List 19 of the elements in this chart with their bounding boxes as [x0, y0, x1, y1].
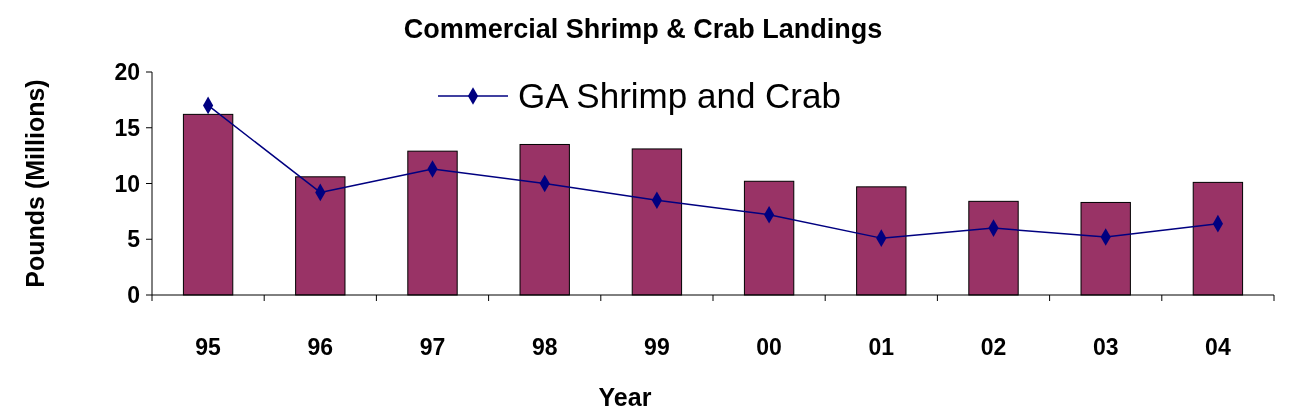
- x-tick-label: 99: [644, 334, 670, 360]
- x-tick-label: 03: [1092, 334, 1119, 360]
- y-tick-label: 5: [127, 226, 141, 253]
- x-tick-label: 95: [195, 334, 222, 360]
- x-tick-label: 04: [1205, 334, 1231, 360]
- y-tick-label: 0: [127, 282, 140, 308]
- legend-label: GA Shrimp and Crab: [518, 76, 841, 115]
- x-tick-label: 00: [756, 334, 782, 360]
- y-tick-label: 20: [114, 59, 140, 85]
- y-axis-title: Pounds (Millions): [21, 79, 49, 288]
- x-axis-title: Year: [598, 383, 652, 411]
- chart-title: Commercial Shrimp & Crab Landings: [403, 14, 883, 44]
- x-tick-label: 98: [531, 334, 558, 360]
- x-tick-label: 01: [868, 334, 895, 360]
- y-tick-label: 15: [114, 114, 141, 141]
- y-tick-label: 10: [114, 170, 140, 197]
- x-tick-label: 97: [419, 334, 446, 360]
- x-tick-label: 02: [980, 334, 1007, 360]
- x-tick-label: 96: [307, 334, 334, 360]
